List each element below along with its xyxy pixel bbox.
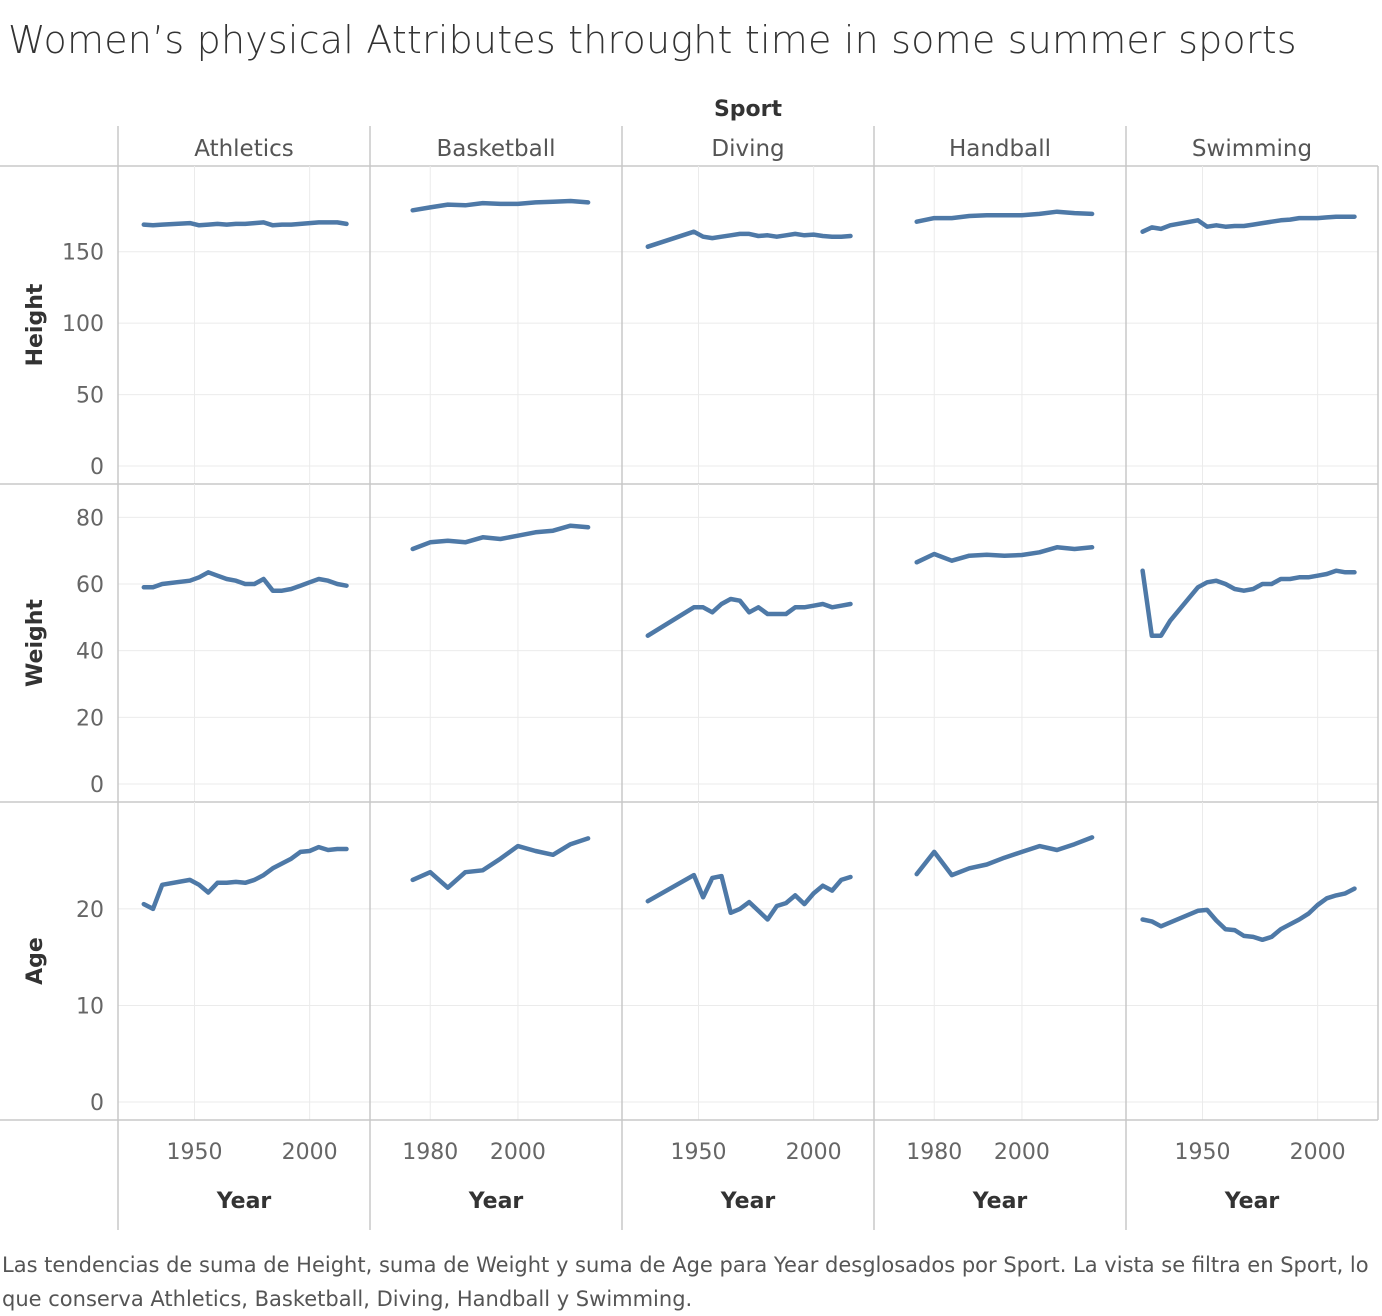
x-axis-title-athletics: Year [216, 1189, 272, 1214]
y-tick-age-20: 20 [76, 898, 104, 923]
x-axis-title-basketball: Year [468, 1189, 524, 1214]
y-tick-height-50: 50 [76, 384, 104, 409]
series-line-athletics-height [141, 220, 349, 228]
x-axis-title-handball: Year [972, 1189, 1028, 1214]
y-tick-height-150: 150 [62, 241, 104, 266]
y-tick-height-100: 100 [62, 312, 104, 337]
x-axis-title-diving: Year [720, 1189, 776, 1214]
y-tick-weight-0: 0 [90, 773, 104, 798]
series-line-basketball-age [410, 836, 591, 890]
facet-header-basketball: Basketball [437, 136, 556, 162]
y-tick-height-0: 0 [90, 455, 104, 480]
x-tick-handball-1980: 1980 [906, 1140, 962, 1165]
row-title-weight: Weight [23, 599, 48, 687]
x-tick-basketball-2000: 2000 [490, 1140, 546, 1165]
y-tick-age-10: 10 [76, 994, 104, 1019]
y-tick-weight-20: 20 [76, 706, 104, 731]
x-tick-basketball-1980: 1980 [402, 1140, 458, 1165]
facet-header-handball: Handball [949, 136, 1051, 162]
y-tick-weight-60: 60 [76, 573, 104, 598]
series-line-basketball-weight [410, 523, 591, 552]
row-title-height: Height [23, 283, 48, 366]
row-title-age: Age [23, 937, 48, 985]
series-line-basketball-height [410, 198, 591, 213]
series-line-diving-age [645, 872, 853, 922]
x-tick-athletics-1950: 1950 [166, 1140, 222, 1165]
series-line-swimming-age [1140, 886, 1357, 943]
series-line-handball-age [914, 835, 1095, 878]
series-line-handball-height [914, 209, 1095, 224]
series-line-handball-weight [914, 545, 1095, 565]
y-tick-weight-80: 80 [76, 506, 104, 531]
x-tick-swimming-1950: 1950 [1174, 1140, 1230, 1165]
x-tick-diving-2000: 2000 [786, 1140, 842, 1165]
chart-caption: Las tendencias de suma de Height, suma d… [2, 1253, 1369, 1311]
series-line-swimming-weight [1140, 568, 1357, 638]
chart-title: Women’s physical Attributes throught tim… [8, 18, 1297, 62]
series-line-athletics-age [141, 844, 349, 912]
series-line-diving-height [645, 229, 853, 249]
x-tick-athletics-2000: 2000 [282, 1140, 338, 1165]
y-tick-age-0: 0 [90, 1091, 104, 1116]
series-line-athletics-weight [141, 570, 349, 593]
series-line-diving-weight [645, 596, 853, 638]
x-tick-handball-2000: 2000 [994, 1140, 1050, 1165]
facet-header-diving: Diving [711, 136, 784, 162]
column-header-title: Sport [714, 97, 783, 122]
small-multiples-chart: Sport Athletics Basketball Diving Handball Sw… [0, 97, 1379, 1230]
x-tick-diving-1950: 1950 [670, 1140, 726, 1165]
facet-header-athletics: Athletics [194, 136, 294, 162]
x-axis-title-swimming: Year [1224, 1189, 1280, 1214]
y-tick-weight-40: 40 [76, 640, 104, 665]
facet-header-swimming: Swimming [1192, 136, 1312, 162]
x-tick-swimming-2000: 2000 [1290, 1140, 1346, 1165]
series-line-swimming-height [1140, 214, 1357, 234]
